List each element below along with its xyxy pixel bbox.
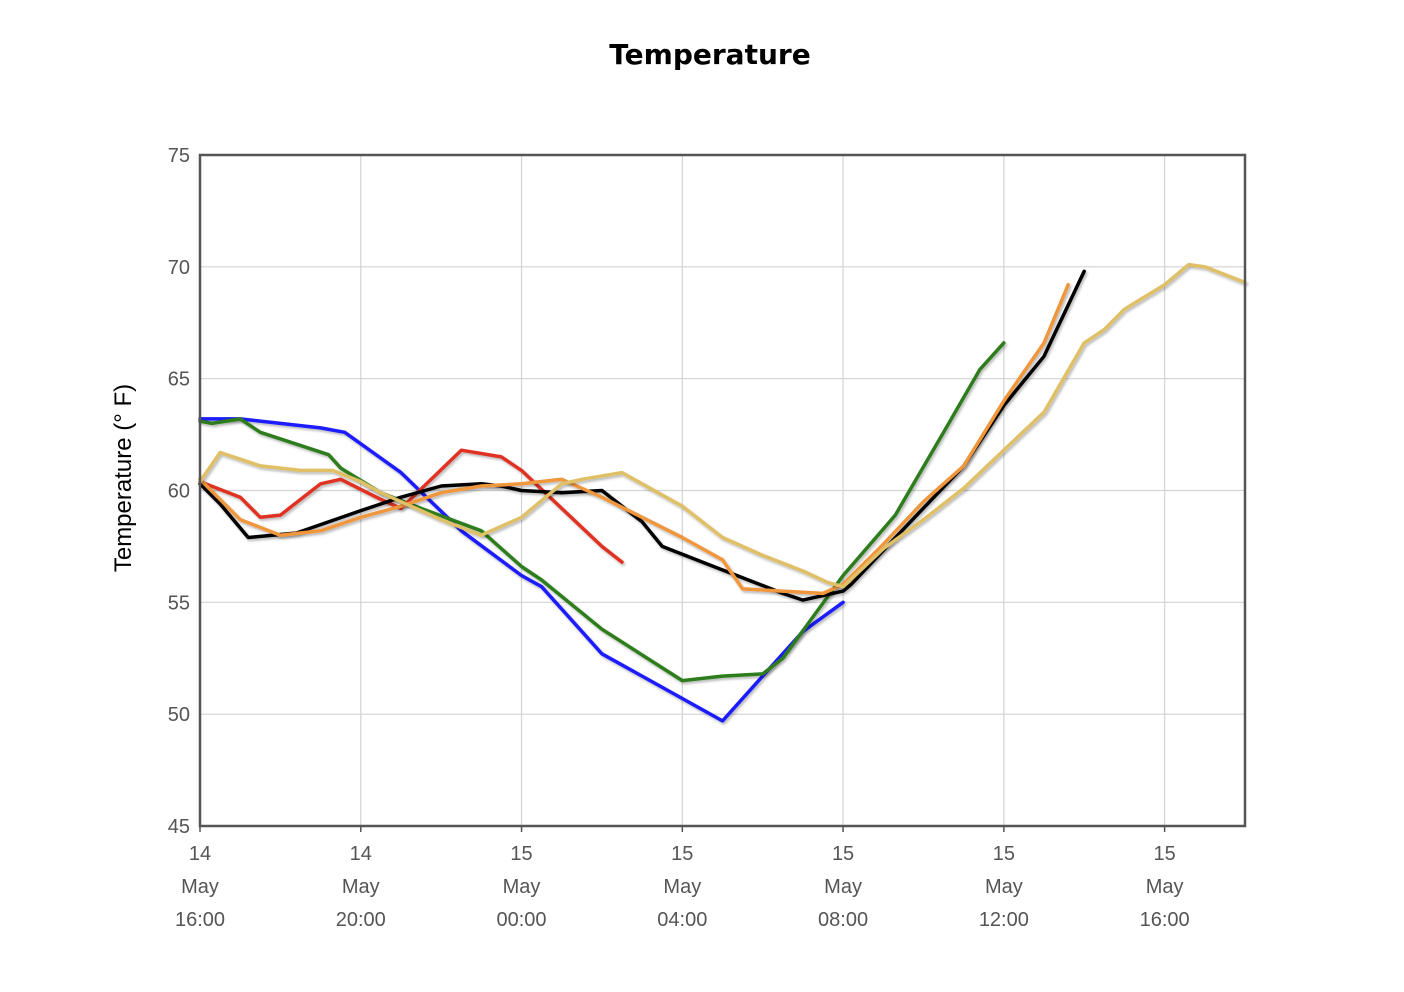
- x-tick-label: 14 May 20:00: [336, 843, 386, 931]
- x-tick-label: 15 May 00:00: [497, 843, 547, 931]
- x-tick-label: 14 May 16:00: [175, 843, 225, 931]
- x-tick-label: 15 May 16:00: [1140, 843, 1190, 931]
- x-tick-label: 15 May 12:00: [979, 843, 1029, 931]
- series-lines: [198, 262, 1247, 723]
- series-line-4: [198, 269, 1086, 602]
- y-tick-label: 55: [168, 592, 190, 614]
- y-tick-label: 50: [168, 704, 190, 726]
- y-tick-labels: 45 50 55 60 65 70 75: [168, 145, 190, 838]
- x-tick-labels: 14 May 16:00 14 May 20:00 15 May 00:00 15 May 04:00…: [175, 826, 1190, 931]
- chart-title: Temperature: [609, 38, 811, 71]
- series-line-1: [198, 417, 845, 723]
- y-tick-label: 65: [168, 369, 190, 391]
- plot-frame: [198, 153, 1247, 828]
- series-line-2: [198, 341, 1006, 683]
- series-line-3: [198, 448, 624, 564]
- x-tick-label: 15 May 08:00: [818, 843, 868, 931]
- y-tick-label: 45: [168, 816, 190, 838]
- grid-lines: [199, 154, 1245, 827]
- y-tick-label: 75: [168, 145, 190, 167]
- x-tick-label: 15 May 04:00: [657, 843, 707, 931]
- series-line-5: [198, 282, 1070, 596]
- y-tick-label: 70: [168, 257, 190, 279]
- y-tick-label: 60: [168, 481, 190, 503]
- series-line-6: [198, 262, 1247, 589]
